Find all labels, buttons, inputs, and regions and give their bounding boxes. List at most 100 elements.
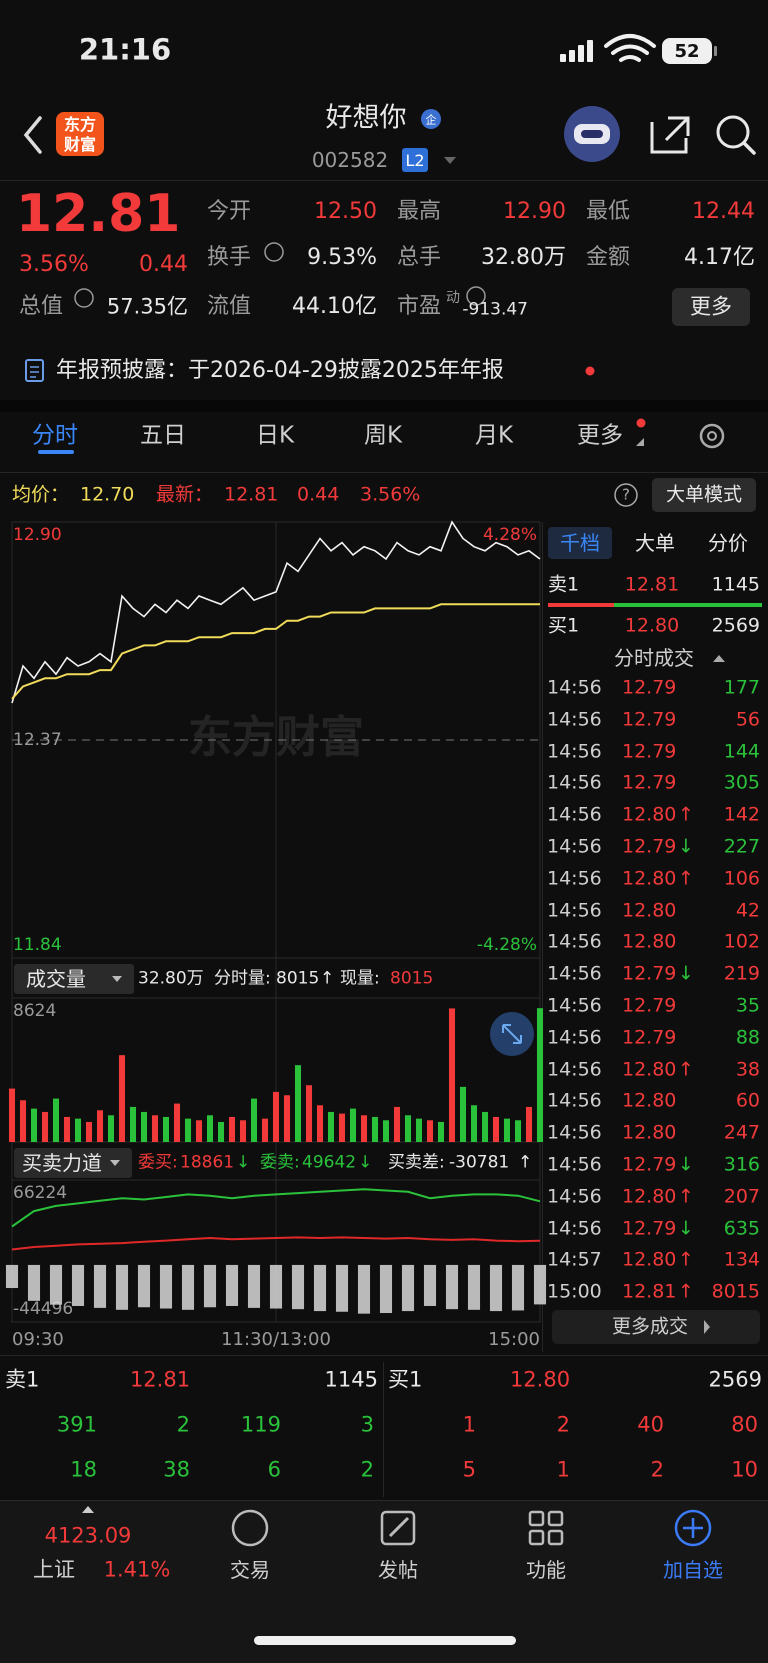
trade-price: 12.79: [622, 962, 677, 985]
info-icon[interactable]: [466, 286, 486, 306]
y-tick-label: 11.84: [13, 935, 62, 955]
volume-menu[interactable]: [14, 964, 134, 994]
volume-bar: [360, 1115, 368, 1142]
series-line: [11, 603, 540, 700]
info-icon[interactable]: [74, 288, 94, 308]
nav-item[interactable]: 发帖: [378, 1558, 418, 1582]
volume-title[interactable]: 成交量: [26, 967, 86, 991]
diff-bar: [159, 1264, 173, 1309]
settings-icon[interactable]: [699, 423, 725, 449]
y2-tick-label: -4.28%: [477, 935, 537, 955]
stat-label: 总手: [397, 245, 442, 270]
trade-time: 14:57: [547, 1248, 602, 1271]
trade-price: 12.79: [622, 771, 677, 794]
trade-price: 12.80: [622, 867, 677, 890]
volume-bar: [85, 1121, 93, 1142]
change-pct: 3.56%: [19, 252, 89, 277]
volume-bar: [393, 1106, 401, 1142]
trade-volume: 35: [735, 994, 760, 1017]
force-sell-arrow: ↓: [358, 1152, 373, 1173]
trade-price: 12.79: [622, 1026, 677, 1049]
mode-label[interactable]: 大单模式: [665, 483, 743, 506]
force-title[interactable]: 买卖力道: [22, 1151, 102, 1175]
trade-arrow: ↓: [678, 1153, 694, 1176]
trade-price: 12.80: [622, 899, 677, 922]
nav-item[interactable]: 加自选: [663, 1558, 723, 1582]
dropdown-icon[interactable]: [444, 157, 456, 164]
nav-item[interactable]: 交易: [230, 1558, 270, 1582]
trade-price: 12.80: [622, 803, 677, 826]
add-icon[interactable]: [674, 1509, 712, 1547]
index-value: 4123.09: [44, 1523, 132, 1548]
force-menu[interactable]: [14, 1148, 132, 1178]
zoom-icon: [502, 1024, 522, 1044]
badge-circle: [421, 109, 441, 129]
info-icon[interactable]: [264, 242, 284, 262]
series-line: [11, 520, 541, 704]
notice-lines: [30, 366, 39, 378]
tab[interactable]: 周K: [363, 422, 403, 449]
more-button-label[interactable]: 更多: [690, 294, 732, 319]
diff-bar: [467, 1264, 481, 1310]
diff-bar: [137, 1264, 151, 1308]
volume-bar: [118, 1055, 126, 1142]
diff-bar: [335, 1264, 349, 1312]
trade-arrow: ↑: [678, 867, 694, 890]
last-price: 12.81: [16, 184, 181, 244]
nav-item[interactable]: 功能: [526, 1558, 566, 1582]
force-buy-arrow: ↓: [236, 1152, 251, 1173]
queue-order: 1: [556, 1457, 570, 1482]
function-icon[interactable]: [528, 1510, 564, 1546]
queue-order: 391: [56, 1412, 97, 1437]
info-avg-label: 均价：: [12, 483, 70, 506]
volume-total: 32.80万: [138, 968, 204, 989]
trade-time: 14:56: [547, 1026, 602, 1049]
volume-bar: [129, 1106, 137, 1142]
depth-tab[interactable]: 分价: [708, 531, 748, 555]
depth-tab[interactable]: 千档: [560, 531, 600, 555]
battery-icon: [662, 38, 712, 64]
pe-superscript: 动: [446, 290, 460, 306]
volume-bar: [470, 1105, 478, 1142]
trade-time: 14:56: [547, 708, 602, 731]
tab-dot: [636, 418, 646, 428]
volume-bar: [250, 1098, 258, 1142]
trade-icon[interactable]: [231, 1509, 269, 1547]
trade-volume: 42: [735, 899, 760, 922]
trade-time: 14:56: [547, 676, 602, 699]
volume-bar: [173, 1103, 181, 1142]
share-icon[interactable]: [650, 116, 690, 154]
trade-time: 14:56: [547, 835, 602, 858]
volume-current-volume: 8015: [390, 968, 434, 989]
tab[interactable]: 日K: [255, 422, 295, 449]
trade-volume: 134: [723, 1248, 760, 1271]
x-tick-label: 15:00: [488, 1329, 540, 1350]
tab[interactable]: 更多: [577, 422, 623, 449]
stat-label: 金额: [586, 245, 631, 270]
volume-bar: [503, 1118, 511, 1142]
more-trades[interactable]: 更多成交: [611, 1315, 689, 1338]
volume-bar: [228, 1116, 236, 1142]
index-name: 上证: [33, 1557, 75, 1582]
stat-value: 12.50: [314, 199, 377, 224]
volume-bar: [338, 1113, 346, 1142]
volume-period-arrow: ↑: [320, 968, 335, 989]
trade-price: 12.79: [622, 1217, 677, 1240]
mode-button[interactable]: [652, 478, 756, 512]
change: 0.44: [139, 252, 188, 277]
stat-label: 最低: [586, 199, 631, 224]
search-icon[interactable]: [716, 115, 750, 149]
tab[interactable]: 分时: [32, 422, 78, 449]
more-trades-button[interactable]: [552, 1310, 760, 1344]
tab[interactable]: 月K: [474, 422, 514, 449]
back-icon[interactable]: [23, 116, 42, 154]
depth-tab[interactable]: 大单: [635, 531, 675, 555]
trade-price: 12.80: [622, 1089, 677, 1112]
trade-volume: 88: [735, 1026, 760, 1049]
post-icon[interactable]: [380, 1510, 416, 1546]
more-button[interactable]: [672, 288, 750, 326]
queue-order: 2: [650, 1457, 664, 1482]
help-icon[interactable]: [614, 483, 638, 507]
stat-label: 最高: [397, 199, 442, 224]
tab[interactable]: 五日: [140, 422, 186, 449]
